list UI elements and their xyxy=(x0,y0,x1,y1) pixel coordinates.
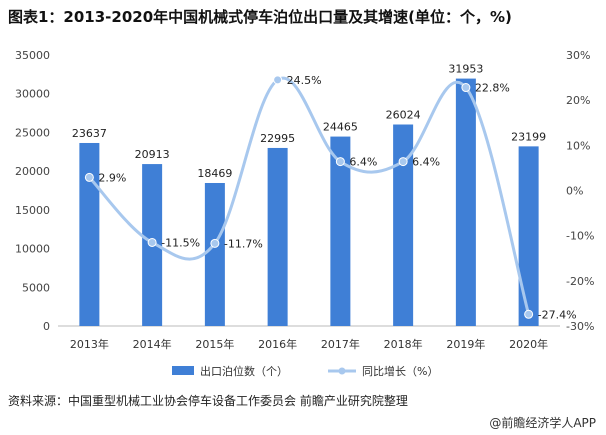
line-marker xyxy=(524,309,534,319)
source-note: 资料来源：中国重型机械工业协会停车设备工作委员会 前瞻产业研究院整理 xyxy=(8,394,408,408)
category-labels: 2013年 2014年 2015年 2016年 2017年 2018年 2019年 2020年 xyxy=(70,337,548,351)
line-value-label: -27.4% xyxy=(538,308,577,321)
bar-value-label: 31953 xyxy=(448,63,483,76)
line-marker xyxy=(398,157,408,167)
line-value-label: -11.7% xyxy=(224,237,263,250)
category-label: 2019年 xyxy=(446,337,485,351)
left-tick-label: 15000 xyxy=(15,204,50,217)
line-value-labels: 2.9% -11.5% -11.7% 24.5% 6.4% 6.4% 22.8% -27.4% xyxy=(98,74,576,321)
legend: 出口泊位数（个） 同比增长（%） xyxy=(172,364,438,378)
line-value-label: 24.5% xyxy=(287,74,322,87)
bar xyxy=(267,147,288,326)
right-tick-label: 10% xyxy=(566,139,590,152)
right-tick-label: 20% xyxy=(566,94,590,107)
bar-value-label: 20913 xyxy=(135,148,170,161)
left-tick-label: 5000 xyxy=(22,281,50,294)
chart-title: 图表1：2013-2020年中国机械式停车泊位出口量及其增速(单位：个，%) xyxy=(8,8,512,26)
bar-value-label: 26024 xyxy=(386,108,421,121)
line-markers xyxy=(84,75,534,319)
category-label: 2016年 xyxy=(258,337,297,351)
category-label: 2013年 xyxy=(70,337,109,351)
right-axis: -30% -20% -10% 0% 10% 20% 30% xyxy=(566,49,594,333)
bar xyxy=(518,146,539,326)
left-tick-label: 0 xyxy=(43,320,50,333)
bar xyxy=(330,136,351,326)
category-label: 2020年 xyxy=(509,337,548,351)
line-value-label: 6.4% xyxy=(412,156,440,169)
left-tick-label: 25000 xyxy=(15,126,50,139)
bar xyxy=(393,124,414,327)
legend-line-label: 同比增长（%） xyxy=(362,364,438,378)
line-marker xyxy=(335,157,345,167)
bar-value-label: 22995 xyxy=(260,132,295,145)
bar-value-label: 18469 xyxy=(197,167,232,180)
right-tick-label: 0% xyxy=(566,185,583,198)
line-marker xyxy=(147,237,157,247)
left-tick-label: 35000 xyxy=(15,49,50,62)
right-tick-label: -20% xyxy=(566,275,594,288)
line-value-label: -11.5% xyxy=(161,236,200,249)
bar xyxy=(204,182,225,326)
legend-bar-label: 出口泊位数（个） xyxy=(200,364,288,378)
bar-value-label: 23199 xyxy=(511,130,546,143)
right-tick-label: -30% xyxy=(566,320,594,333)
line-value-label: 6.4% xyxy=(349,156,377,169)
category-label: 2018年 xyxy=(384,337,423,351)
bar-series xyxy=(79,78,539,327)
bar-value-label: 24465 xyxy=(323,121,358,134)
line-marker xyxy=(210,238,220,248)
legend-line-marker xyxy=(338,367,346,375)
left-tick-label: 30000 xyxy=(15,88,50,101)
left-tick-label: 10000 xyxy=(15,243,50,256)
bar-value-labels: 23637 20913 18469 22995 24465 26024 31953 23199 xyxy=(72,63,546,180)
category-label: 2015年 xyxy=(195,337,234,351)
left-tick-label: 20000 xyxy=(15,165,50,178)
line-marker xyxy=(461,83,471,93)
legend-bar-swatch xyxy=(172,366,194,375)
right-tick-label: -10% xyxy=(566,230,594,243)
category-label: 2014年 xyxy=(133,337,172,351)
line-marker xyxy=(273,75,283,85)
line-marker xyxy=(84,172,94,182)
growth-line xyxy=(88,76,531,315)
brand-credit: @前瞻经济学人APP xyxy=(489,416,596,430)
bar xyxy=(79,142,100,326)
category-label: 2017年 xyxy=(321,337,360,351)
left-axis: 0 5000 10000 15000 20000 25000 30000 35000 xyxy=(15,49,50,333)
line-value-label: 22.8% xyxy=(475,82,510,95)
right-tick-label: 30% xyxy=(566,49,590,62)
bar xyxy=(455,78,476,326)
bar-value-label: 23637 xyxy=(72,127,107,140)
line-value-label: 2.9% xyxy=(98,171,126,184)
